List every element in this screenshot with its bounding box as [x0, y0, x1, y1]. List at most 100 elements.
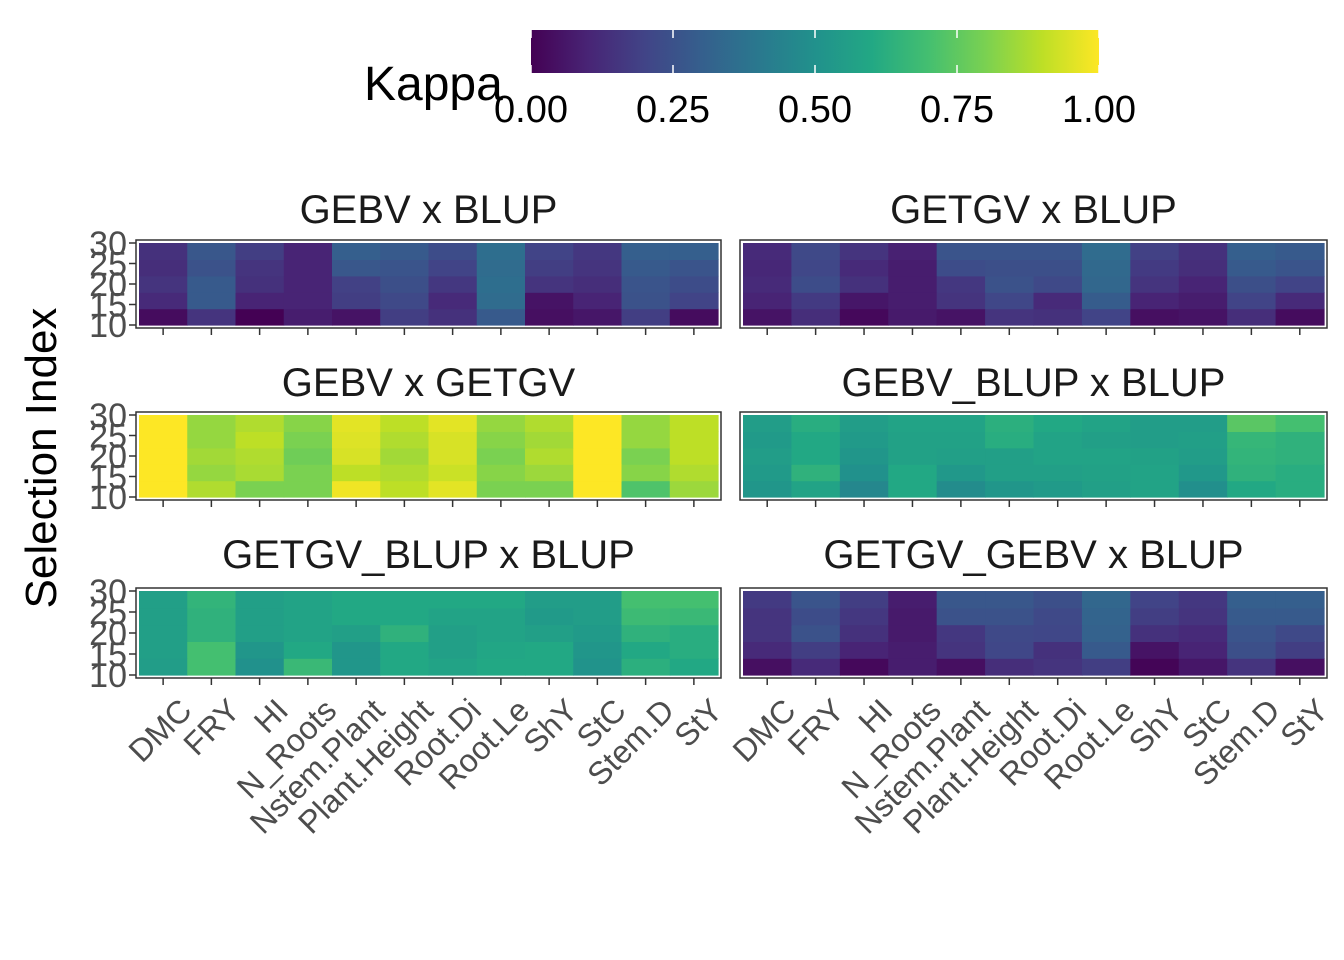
heatmap-cell — [888, 292, 938, 310]
legend-tick-label: 0.50 — [778, 89, 852, 131]
heatmap-cell — [791, 658, 841, 676]
heatmap-cell — [669, 415, 719, 432]
heatmap-cell — [936, 275, 986, 293]
heatmap-cell — [936, 624, 986, 642]
heatmap-cell — [888, 415, 938, 432]
heatmap-cell — [428, 259, 478, 277]
heatmap-cell — [936, 447, 986, 465]
heatmap-cell — [1130, 624, 1180, 642]
heatmap-cell — [1081, 480, 1131, 498]
heatmap-cell — [476, 641, 526, 659]
heatmap-cell — [1275, 292, 1325, 310]
heatmap-cell — [332, 292, 381, 310]
heatmap-cell — [332, 259, 381, 277]
heatmap-cell — [573, 292, 623, 310]
heatmap-cell — [573, 275, 623, 293]
heatmap-cell — [187, 243, 237, 260]
heatmap-cell — [525, 658, 574, 676]
heatmap-cell — [525, 464, 574, 482]
heatmap-cell — [380, 607, 430, 626]
heatmap-cell — [1178, 480, 1228, 498]
heatmap-cell — [283, 480, 333, 498]
heatmap-cell — [1275, 591, 1325, 609]
heatmap-cell — [743, 591, 793, 609]
heatmap-cell — [1130, 292, 1180, 310]
heatmap-cell — [525, 641, 574, 659]
heatmap-cell — [380, 259, 430, 277]
heatmap-cell — [476, 624, 526, 642]
y-tick-label: 10 — [89, 657, 127, 695]
heatmap-cell — [332, 308, 381, 326]
heatmap-cell — [1081, 464, 1131, 482]
heatmap-cell — [1130, 275, 1180, 293]
legend-title: Kappa — [364, 58, 503, 111]
heatmap-cell — [380, 591, 430, 609]
heatmap-cell — [669, 431, 719, 449]
heatmap-cell — [839, 480, 889, 498]
heatmap-cell — [380, 275, 430, 293]
heatmap-cell — [332, 658, 381, 676]
heatmap-cell — [1178, 275, 1228, 293]
y-tick-label: 30 — [89, 573, 127, 611]
heatmap-cell — [669, 464, 719, 482]
heatmap-cell — [476, 607, 526, 626]
heatmap-cell — [888, 641, 938, 659]
heatmap-cell — [187, 447, 237, 465]
y-tick-label: 20 — [89, 615, 127, 653]
heatmap-cell — [839, 447, 889, 465]
heatmap-cell — [428, 447, 478, 465]
heatmap-cell — [139, 415, 188, 432]
heatmap-cell — [573, 641, 623, 659]
heatmap-cell — [235, 275, 285, 293]
y-tick-label: 25 — [89, 418, 127, 456]
panel-title: GEBV_BLUP x BLUP — [842, 361, 1226, 405]
heatmap-cell — [743, 275, 793, 293]
heatmap-cell — [1130, 641, 1180, 659]
panel-title: GEBV x GETGV — [282, 361, 576, 405]
heatmap-cell — [235, 243, 285, 260]
heatmap-cell — [1227, 415, 1277, 432]
heatmap-cell — [985, 447, 1035, 465]
heatmap-cell — [839, 431, 889, 449]
heatmap-cell — [1178, 447, 1228, 465]
heatmap-cell — [621, 415, 671, 432]
heatmap-cell — [332, 275, 381, 293]
heatmap-cell — [1081, 275, 1131, 293]
heatmap-cell — [888, 480, 938, 498]
heatmap-cell — [1033, 447, 1083, 465]
heatmap-cell — [791, 480, 841, 498]
heatmap-cell — [1178, 431, 1228, 449]
heatmap-cell — [936, 480, 986, 498]
heatmap-cell — [380, 624, 430, 642]
heatmap-cell — [1081, 243, 1131, 260]
heatmap-cell — [1033, 607, 1083, 626]
heatmap-cell — [1033, 591, 1083, 609]
heatmap-cell — [139, 641, 188, 659]
facet-panel: GETGV x BLUP — [739, 188, 1328, 335]
heatmap-cell — [1033, 641, 1083, 659]
heatmap-cell — [1033, 275, 1083, 293]
panel-title: GETGV_BLUP x BLUP — [222, 533, 635, 577]
heatmap-cell — [573, 607, 623, 626]
heatmap-cell — [428, 641, 478, 659]
heatmap-cell — [985, 464, 1035, 482]
panel-border — [739, 587, 1328, 679]
heatmap-cell — [839, 464, 889, 482]
heatmap-cell — [791, 259, 841, 277]
heatmap-cell — [187, 415, 237, 432]
heatmap-cell — [743, 308, 793, 326]
heatmap-cell — [380, 431, 430, 449]
heatmap-cell — [428, 243, 478, 260]
heatmap-cell — [1227, 641, 1277, 659]
heatmap-cell — [743, 480, 793, 498]
heatmap-cell — [187, 292, 237, 310]
heatmap-cell — [839, 658, 889, 676]
heatmap-cell — [187, 275, 237, 293]
y-tick-label: 20 — [89, 266, 127, 304]
y-tick-label: 10 — [89, 307, 127, 345]
heatmap-cell — [235, 259, 285, 277]
heatmap-cell — [669, 591, 719, 609]
heatmap-cell — [235, 308, 285, 326]
heatmap-cell — [1081, 658, 1131, 676]
